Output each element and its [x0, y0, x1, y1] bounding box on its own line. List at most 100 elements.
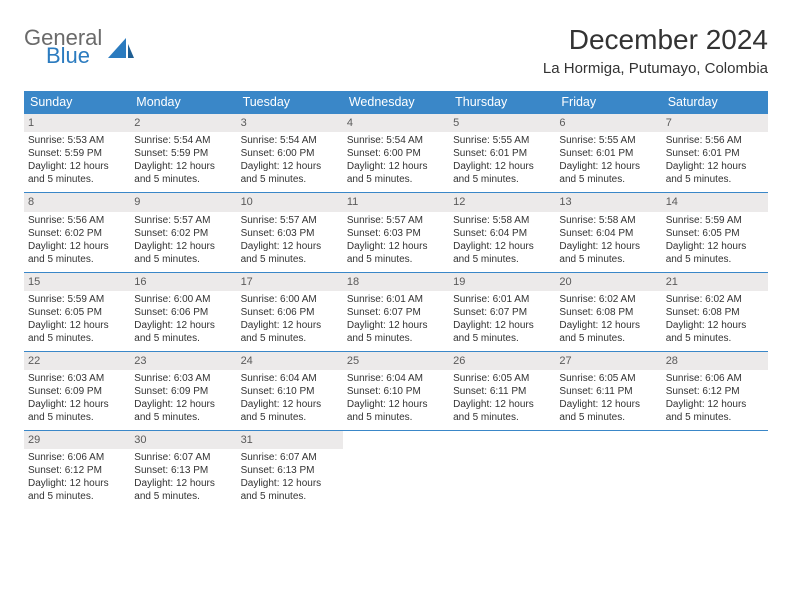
daylight-text: Daylight: 12 hours and 5 minutes. [453, 398, 551, 424]
daylight-text: Daylight: 12 hours and 5 minutes. [241, 240, 339, 266]
day-number: 31 [237, 431, 343, 449]
day-number: 9 [130, 193, 236, 211]
calendar-week-row: 29 Sunrise: 6:06 AMSunset: 6:12 PM Dayligh… [24, 431, 768, 510]
calendar-day-cell: 10Sunrise: 5:57 AMSunset: 6:03 PMDayligh… [237, 193, 343, 272]
sunset-text: Sunset: 6:09 PM [134, 385, 232, 398]
sunset-text: Sunset: 6:08 PM [559, 306, 657, 319]
sunset-text: Sunset: 5:59 PM [28, 147, 126, 160]
daylight-text: Daylight: 12 hours and 5 minutes. [28, 398, 126, 424]
sunset-text: Sunset: 6:09 PM [28, 385, 126, 398]
sunset-text: Sunset: 6:04 PM [559, 227, 657, 240]
day-number: 4 [343, 114, 449, 132]
sunset-text: Sunset: 6:11 PM [453, 385, 551, 398]
logo: General Blue [24, 20, 134, 66]
daylight-text: Daylight: 12 hours and 5 minutes. [28, 160, 126, 186]
daylight-text: Daylight: 12 hours and 5 minutes. [241, 477, 339, 503]
daylight-text: Daylight: 12 hours and 5 minutes. [453, 240, 551, 266]
day-number: 17 [237, 273, 343, 291]
sunset-text: Sunset: 6:10 PM [241, 385, 339, 398]
sunset-text: Sunset: 6:08 PM [666, 306, 764, 319]
calendar-day-cell: . [449, 431, 555, 510]
sunset-text: Sunset: 6:13 PM [134, 464, 232, 477]
sunrise-text: Sunrise: 6:07 AM [134, 451, 232, 464]
calendar-day-cell: 14Sunrise: 5:59 AMSunset: 6:05 PMDayligh… [662, 193, 768, 272]
sunrise-text: Sunrise: 5:57 AM [241, 214, 339, 227]
sunrise-text: Sunrise: 6:04 AM [347, 372, 445, 385]
day-number: 21 [662, 273, 768, 291]
calendar-day-cell: . [555, 431, 661, 510]
daylight-text: Daylight: 12 hours and 5 minutes. [241, 398, 339, 424]
calendar-day-cell: 4Sunrise: 5:54 AMSunset: 6:00 PMDaylight… [343, 114, 449, 193]
calendar-day-cell: 21 Sunrise: 6:02 AMSunset: 6:08 PMDayligh… [662, 272, 768, 351]
daylight-text: Daylight: 12 hours and 5 minutes. [666, 240, 764, 266]
day-number: 10 [237, 193, 343, 211]
weekday-header: Wednesday [343, 91, 449, 114]
sunrise-text: Sunrise: 5:53 AM [28, 134, 126, 147]
calendar-day-cell: 3Sunrise: 5:54 AMSunset: 6:00 PMDaylight… [237, 114, 343, 193]
sunset-text: Sunset: 6:06 PM [134, 306, 232, 319]
sunrise-text: Sunrise: 5:57 AM [134, 214, 232, 227]
day-number: 7 [662, 114, 768, 132]
sunset-text: Sunset: 6:05 PM [666, 227, 764, 240]
sunset-text: Sunset: 6:02 PM [28, 227, 126, 240]
sunrise-text: Sunrise: 6:04 AM [241, 372, 339, 385]
calendar-day-cell: . [343, 431, 449, 510]
day-number: 29 [24, 431, 130, 449]
sunrise-text: Sunrise: 6:02 AM [559, 293, 657, 306]
calendar-week-row: 22Sunrise: 6:03 AMSunset: 6:09 PMDayligh… [24, 351, 768, 430]
daylight-text: Daylight: 12 hours and 5 minutes. [559, 319, 657, 345]
sunrise-text: Sunrise: 6:06 AM [28, 451, 126, 464]
daylight-text: Daylight: 12 hours and 5 minutes. [559, 398, 657, 424]
calendar-day-cell: 13Sunrise: 5:58 AMSunset: 6:04 PMDayligh… [555, 193, 661, 272]
daylight-text: Daylight: 12 hours and 5 minutes. [666, 319, 764, 345]
day-number: 28 [662, 352, 768, 370]
sunrise-text: Sunrise: 5:57 AM [347, 214, 445, 227]
sunset-text: Sunset: 6:03 PM [347, 227, 445, 240]
sunrise-text: Sunrise: 5:58 AM [559, 214, 657, 227]
day-number: 24 [237, 352, 343, 370]
sunrise-text: Sunrise: 6:06 AM [666, 372, 764, 385]
calendar-day-cell: 9Sunrise: 5:57 AMSunset: 6:02 PMDaylight… [130, 193, 236, 272]
sunrise-text: Sunrise: 5:54 AM [347, 134, 445, 147]
sunrise-text: Sunrise: 6:03 AM [28, 372, 126, 385]
sunrise-text: Sunrise: 6:02 AM [666, 293, 764, 306]
day-number: 8 [24, 193, 130, 211]
calendar-day-cell: 8Sunrise: 5:56 AMSunset: 6:02 PMDaylight… [24, 193, 130, 272]
day-number: 23 [130, 352, 236, 370]
day-number: 25 [343, 352, 449, 370]
day-number: 26 [449, 352, 555, 370]
calendar-day-cell: 5Sunrise: 5:55 AMSunset: 6:01 PMDaylight… [449, 114, 555, 193]
calendar-day-cell: 31Sunrise: 6:07 AMSunset: 6:13 PMDayligh… [237, 431, 343, 510]
weekday-header: Saturday [662, 91, 768, 114]
daylight-text: Daylight: 12 hours and 5 minutes. [559, 240, 657, 266]
calendar-day-cell: 20Sunrise: 6:02 AMSunset: 6:08 PMDayligh… [555, 272, 661, 351]
daylight-text: Daylight: 12 hours and 5 minutes. [347, 319, 445, 345]
day-number: 15 [24, 273, 130, 291]
daylight-text: Daylight: 12 hours and 5 minutes. [559, 160, 657, 186]
calendar-day-cell: 1 Sunrise: 5:53 AMSunset: 5:59 PMDaylight… [24, 114, 130, 193]
daylight-text: Daylight: 12 hours and 5 minutes. [28, 319, 126, 345]
calendar-day-cell: 27Sunrise: 6:05 AMSunset: 6:11 PMDayligh… [555, 351, 661, 430]
day-number: 1 [24, 114, 130, 132]
sunset-text: Sunset: 6:12 PM [28, 464, 126, 477]
day-number: 6 [555, 114, 661, 132]
calendar-day-cell: 11Sunrise: 5:57 AMSunset: 6:03 PMDayligh… [343, 193, 449, 272]
sunrise-text: Sunrise: 6:03 AM [134, 372, 232, 385]
weekday-header: Friday [555, 91, 661, 114]
sunset-text: Sunset: 6:07 PM [453, 306, 551, 319]
daylight-text: Daylight: 12 hours and 5 minutes. [666, 160, 764, 186]
day-number: 30 [130, 431, 236, 449]
sunset-text: Sunset: 6:12 PM [666, 385, 764, 398]
calendar-day-cell: 29Sunrise: 6:06 AMSunset: 6:12 PMDayligh… [24, 431, 130, 510]
sunset-text: Sunset: 6:00 PM [347, 147, 445, 160]
weekday-header: Tuesday [237, 91, 343, 114]
daylight-text: Daylight: 12 hours and 5 minutes. [134, 160, 232, 186]
daylight-text: Daylight: 12 hours and 5 minutes. [241, 319, 339, 345]
calendar-day-cell: 30Sunrise: 6:07 AMSunset: 6:13 PMDayligh… [130, 431, 236, 510]
location: La Hormiga, Putumayo, Colombia [543, 60, 768, 77]
weekday-header: Monday [130, 91, 236, 114]
calendar-day-cell: 25Sunrise: 6:04 AMSunset: 6:10 PMDayligh… [343, 351, 449, 430]
sunset-text: Sunset: 6:01 PM [559, 147, 657, 160]
calendar-header-row: SundayMondayTuesdayWednesdayThursdayFrid… [24, 91, 768, 114]
sunset-text: Sunset: 6:06 PM [241, 306, 339, 319]
